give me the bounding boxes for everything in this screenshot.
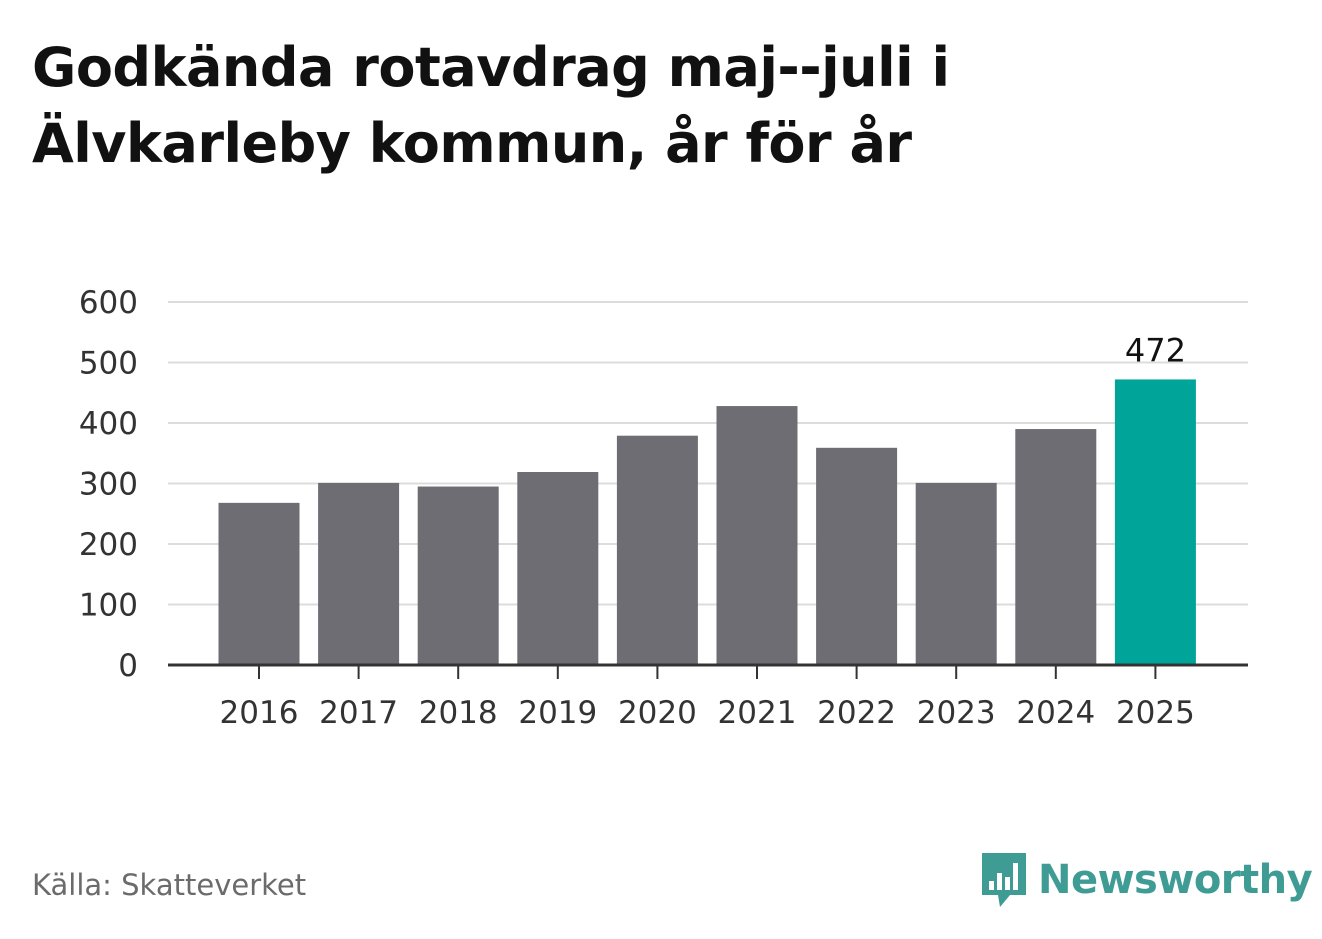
bars — [218, 379, 1196, 665]
y-tick-label: 0 — [118, 648, 138, 684]
value-labels: 472 — [1125, 331, 1186, 369]
bar-2019 — [517, 472, 599, 665]
bar-2024 — [1015, 429, 1097, 665]
bar-2017 — [318, 482, 400, 665]
y-tick-label: 600 — [79, 285, 138, 321]
y-tick-label: 300 — [79, 467, 138, 503]
x-tick-label-2025: 2025 — [1116, 695, 1195, 731]
bar-chart: 0 100 200 300 400 500 600 2016 2017 2018 2019 2020… — [79, 285, 1248, 731]
y-tick-label: 400 — [79, 406, 138, 442]
bar-2023 — [915, 482, 997, 665]
y-tick-label: 500 — [79, 346, 138, 382]
x-axis-labels: 2016 2017 2018 2019 2020 2021 2022 2023 2024 2025 — [220, 695, 1195, 731]
bar-2021 — [716, 406, 798, 665]
x-tick-label-2017: 2017 — [319, 695, 398, 731]
y-tick-label: 200 — [79, 527, 138, 563]
x-tick-label-2022: 2022 — [817, 695, 896, 731]
bar-2022 — [816, 447, 898, 665]
value-label-2025: 472 — [1125, 331, 1186, 369]
x-tick-label-2018: 2018 — [419, 695, 498, 731]
brand-logo[interactable]: Newsworthy — [980, 848, 1313, 912]
bar-2025 — [1114, 379, 1196, 665]
x-tick-label-2024: 2024 — [1016, 695, 1095, 731]
chart-title: Godkända rotavdrag maj--juli i Älvkarleb… — [32, 36, 950, 175]
newsworthy-logo-icon — [982, 853, 1026, 907]
y-tick-label: 100 — [79, 588, 138, 624]
x-tick-label-2023: 2023 — [917, 695, 996, 731]
bar-2016 — [218, 502, 300, 665]
bar-2018 — [417, 486, 499, 665]
x-tick-label-2019: 2019 — [518, 695, 597, 731]
y-axis-labels: 0 100 200 300 400 500 600 — [79, 285, 138, 684]
x-tick-label-2020: 2020 — [618, 695, 697, 731]
x-axis-ticks — [258, 665, 1157, 679]
brand-name: Newsworthy — [1038, 857, 1313, 903]
x-tick-label-2021: 2021 — [718, 695, 797, 731]
x-tick-label-2016: 2016 — [220, 695, 299, 731]
source-note: Källa: Skatteverket — [32, 868, 307, 902]
bar-2020 — [616, 435, 698, 665]
